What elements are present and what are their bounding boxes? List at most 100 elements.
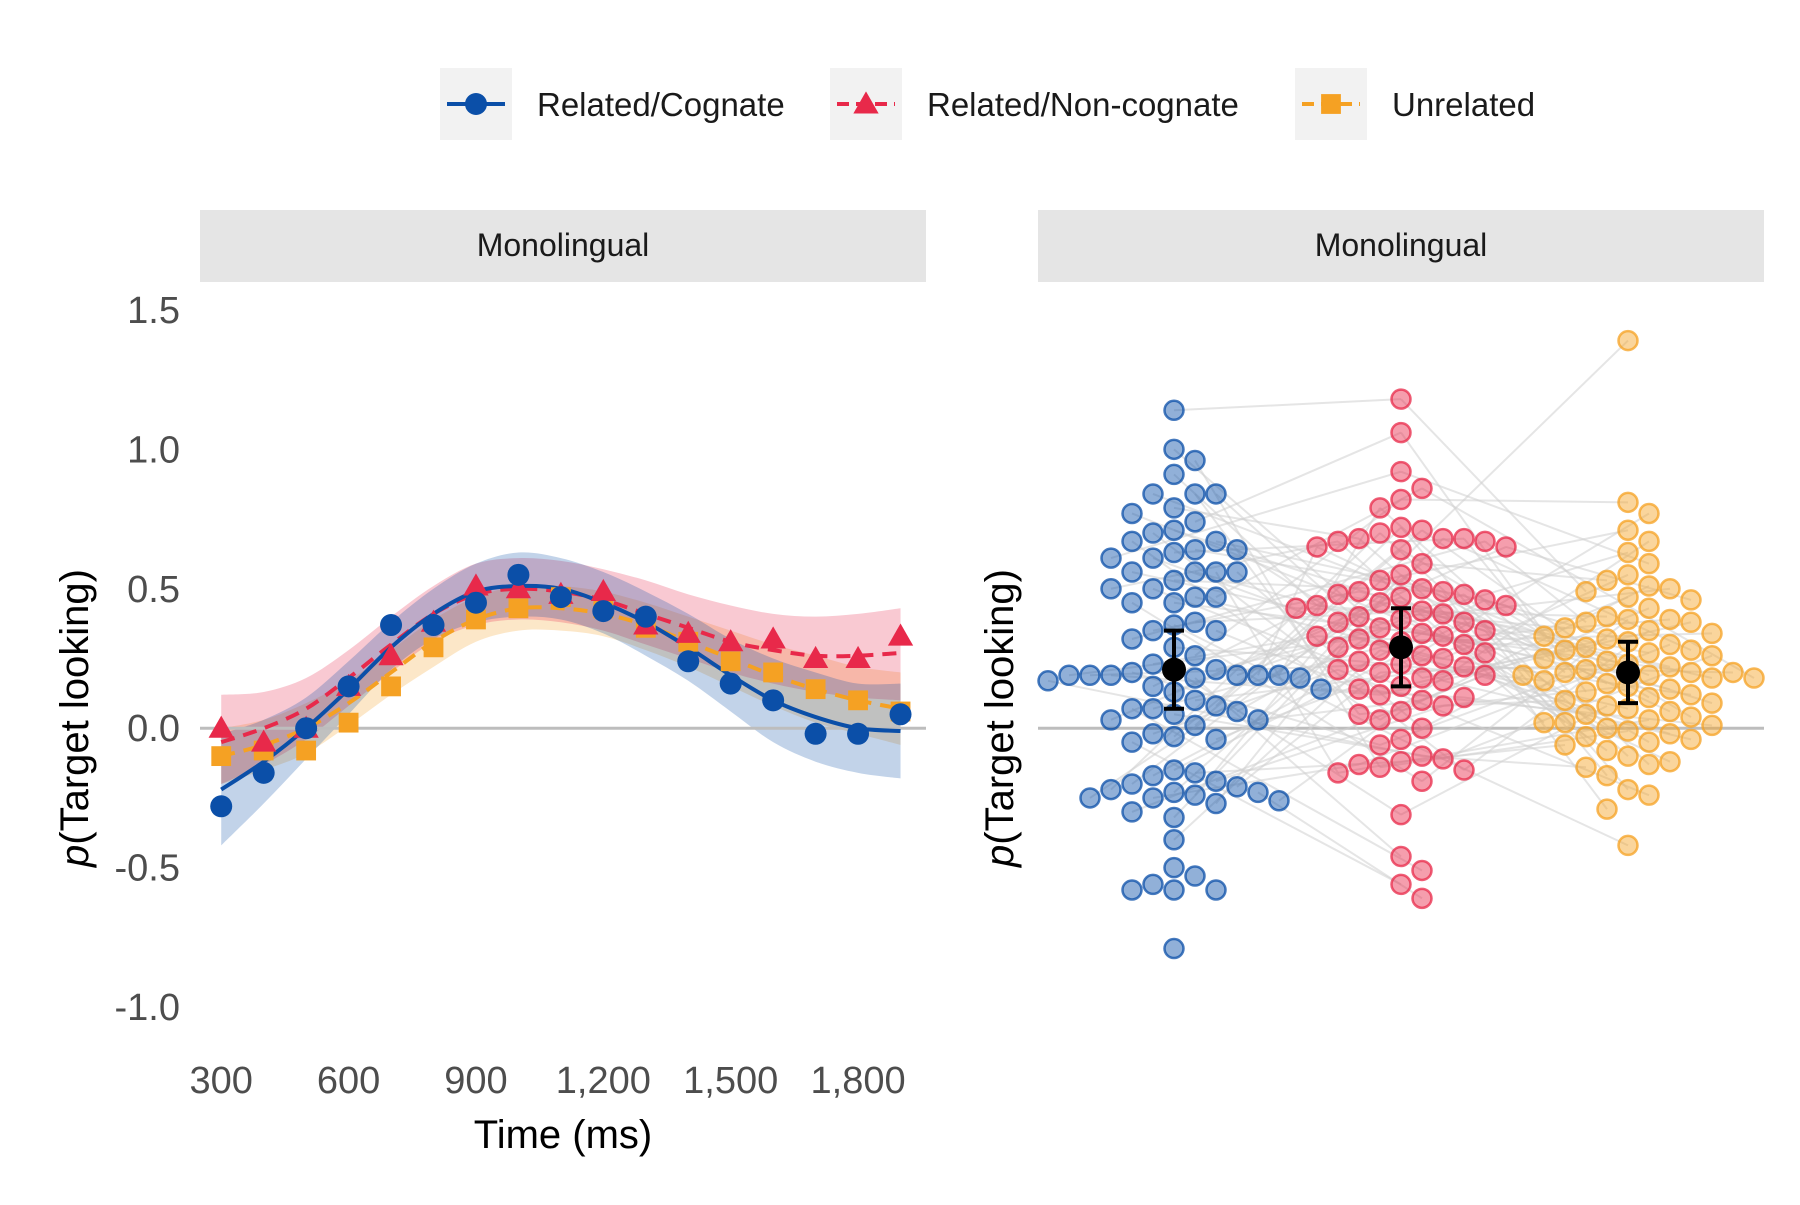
participant-dot-unrelated [1659,578,1681,600]
participant-dot-related_cognate [1310,678,1332,700]
data-point-related_noncognate [760,626,786,649]
participant-dot-unrelated [1680,589,1702,611]
participant-pair-line [1400,743,1566,763]
participant-pair-line [1152,493,1381,582]
left-strip [200,210,926,282]
participant-dot-unrelated [1596,650,1618,673]
participant-dot-unrelated [1638,575,1660,597]
legend-key-marker [853,91,879,114]
participant-dot-related_noncognate [1474,664,1496,686]
participant-dot-unrelated [1638,784,1660,806]
participant-dot-unrelated [1680,611,1702,633]
participant-dot-related_cognate [1100,778,1122,801]
participant-dot-related_noncognate [1453,527,1475,550]
participant-dot-unrelated [1638,686,1660,709]
right-strip-label: Monolingual [1315,227,1488,263]
participant-pair-line [1047,679,1423,758]
participant-dot-unrelated [1680,639,1702,661]
y-tick-label: 1.5 [127,290,180,332]
participant-dot-related_noncognate [1348,650,1370,673]
participant-dot-related_noncognate [1369,684,1391,706]
participant-dot-related_noncognate [1432,580,1454,603]
participant-dot-related_noncognate [1411,519,1433,541]
participant-dot-related_noncognate [1390,538,1412,561]
participant-dot-related_cognate [1184,561,1206,583]
participant-dot-unrelated [1575,636,1597,659]
participant-dot-related_noncognate [1369,734,1391,756]
participant-dot-related_noncognate [1390,873,1412,896]
participant-dot-related_cognate [1121,561,1143,583]
data-point-related_cognate [252,761,275,784]
participant-dot-unrelated [1680,728,1702,751]
participant-dot-related_cognate [1184,586,1206,608]
data-point-related_noncognate [590,578,616,602]
participant-dot-unrelated [1596,717,1618,739]
participant-dot-related_cognate [1142,483,1164,505]
participant-dot-unrelated [1701,644,1723,667]
participant-pair-line [1278,710,1402,802]
participant-dot-related_noncognate [1474,619,1496,642]
participant-dot-related_noncognate [1327,583,1349,606]
data-point-related_cognate [507,563,530,586]
data-point-related_cognate [210,795,233,818]
participant-dot-unrelated [1638,597,1660,620]
participant-dot-related_cognate [1121,801,1143,823]
participant-dot-related_cognate [1121,661,1143,684]
left-points [208,563,914,818]
participant-dot-related_cognate [1184,762,1206,784]
participant-dot-related_noncognate [1411,600,1433,622]
participant-dot-unrelated [1617,491,1639,514]
left-x-ticks: 300 600 900 1,200 1,500 1,800 [190,1060,906,1102]
participant-pair-line [1152,763,1360,799]
participant-dot-unrelated [1659,608,1681,631]
participant-dot-related_cognate [1226,561,1248,583]
data-point-related_cognate [762,689,785,712]
participant-dot-related_noncognate [1306,594,1328,617]
participant-dot-unrelated [1617,564,1639,586]
participant-dot-related_cognate [1163,569,1185,592]
participant-dot-related_cognate [1079,664,1101,686]
participant-dot-related_noncognate [1453,633,1475,656]
participant-dot-related_cognate [1205,695,1227,717]
participant-dot-related_cognate [1121,697,1143,720]
data-point-related_cognate [464,591,487,614]
participant-dot-unrelated [1638,642,1660,664]
participant-dot-related_cognate [1142,675,1164,698]
y-tick-label: 0.0 [127,708,180,750]
left-y-axis-title: p(Target looking) [53,569,97,868]
data-point-unrelated [805,679,826,700]
participant-dot-related_cognate [1184,644,1206,667]
participant-dot-related_noncognate [1474,642,1496,664]
participant-dot-unrelated [1554,639,1576,661]
participant-pair-line [1337,339,1629,623]
participant-pair-line [1400,498,1629,504]
participant-dot-related_noncognate [1390,700,1412,723]
data-point-unrelated [423,637,444,658]
data-point-related_cognate [847,722,870,745]
data-point-related_cognate [422,614,445,637]
data-point-unrelated [763,662,784,683]
participant-dot-related_noncognate [1348,678,1370,700]
participant-dot-related_noncognate [1453,759,1475,781]
participant-dot-unrelated [1638,753,1660,776]
participant-dot-related_cognate [1163,879,1185,901]
participant-dot-unrelated [1617,519,1639,541]
participant-dot-related_noncognate [1411,644,1433,667]
participant-pair-line [1358,638,1671,735]
participant-dot-related_cognate [1226,776,1248,798]
participant-dot-related_noncognate [1432,527,1454,550]
participant-dot-unrelated [1659,656,1681,678]
participant-dot-related_cognate [1184,865,1206,887]
participant-dot-unrelated [1596,672,1618,695]
participant-dot-unrelated [1638,664,1660,686]
participant-dot-unrelated [1617,329,1639,352]
participant-dot-unrelated [1596,569,1618,592]
data-point-related_noncognate [251,729,277,752]
participant-dot-unrelated [1575,580,1597,603]
participant-dot-unrelated [1596,695,1618,717]
right-y-axis-title-italic: p [978,845,1022,868]
participant-dot-related_cognate [1205,792,1227,815]
participant-pair-line [1215,704,1444,783]
